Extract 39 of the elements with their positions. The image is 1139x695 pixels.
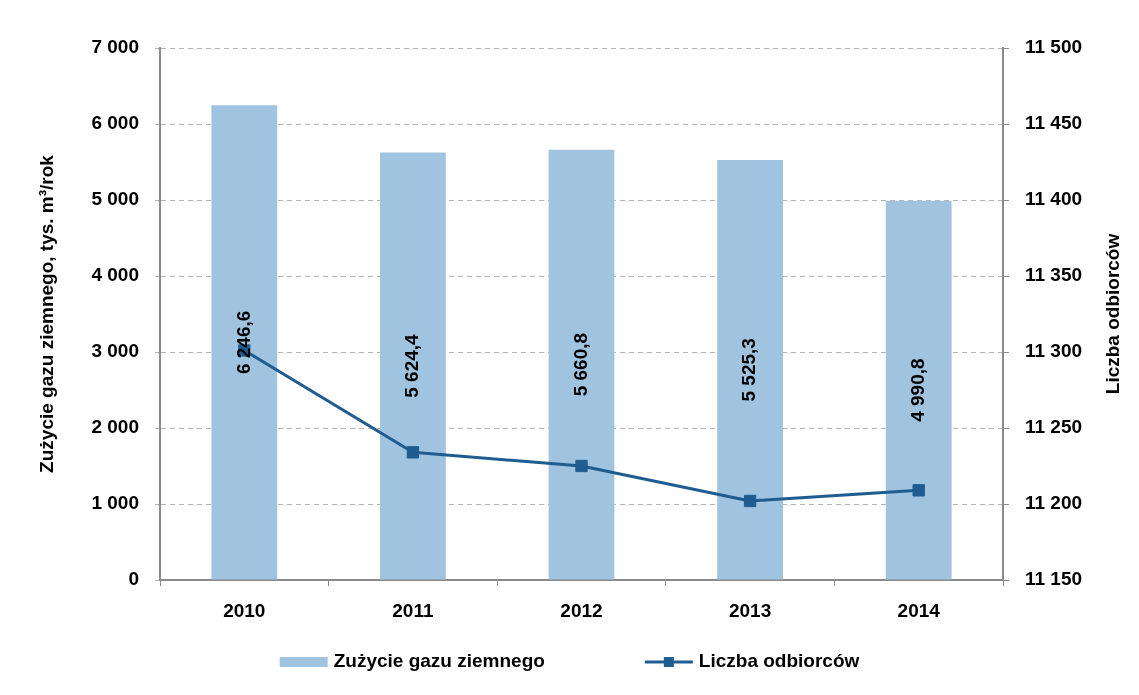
y2-tick-label: 11 450 [1025, 112, 1083, 134]
point [575, 459, 588, 473]
bar [548, 149, 615, 580]
y2-tick-label: 11 500 [1025, 36, 1083, 58]
bar [380, 152, 446, 580]
legend-label: Liczba odbiorców [698, 650, 860, 672]
y2-axis-title: Liczba odbiorców [1102, 233, 1124, 395]
y-tick-label: 2 000 [91, 416, 139, 438]
y-tick-label: 7 000 [91, 36, 139, 58]
y-tick-label: 0 [128, 568, 139, 590]
y2-tick-label: 11 400 [1025, 188, 1083, 210]
y-tick-label: 4 000 [91, 264, 139, 286]
y2-tick-label: 11 150 [1025, 568, 1083, 590]
y2-tick-label: 11 350 [1025, 264, 1083, 286]
y-tick-label: 5 000 [91, 188, 139, 210]
y-tick-label: 1 000 [91, 492, 139, 514]
data-label: 5 624,4 [401, 333, 423, 398]
point [406, 446, 420, 459]
data-label: 4 990,8 [906, 358, 928, 422]
legend-label: Zużycie gazu ziemnego [333, 650, 545, 672]
point [912, 484, 925, 497]
y-axis-title: Zużycie gazu ziemnego, tys. m³/rok [35, 154, 57, 473]
y-tick-label: 3 000 [91, 340, 139, 362]
y2-tick-label: 11 300 [1025, 340, 1083, 362]
data-label: 5 525,3 [738, 338, 760, 402]
point [743, 494, 757, 508]
y2-tick-label: 11 250 [1025, 416, 1083, 438]
data-label: 5 660,8 [569, 332, 591, 397]
x-tick-label: 2010 [223, 599, 266, 621]
y2-tick-label: 11 200 [1025, 492, 1083, 514]
x-tick-label: 2012 [560, 599, 603, 621]
bar [885, 200, 952, 580]
x-tick-label: 2011 [392, 599, 434, 621]
y-tick-label: 6 000 [91, 112, 139, 134]
x-tick-label: 2013 [728, 599, 772, 621]
bar [211, 105, 278, 580]
x-tick-label: 2014 [897, 599, 941, 621]
data-label: 6 246,6 [232, 310, 254, 375]
bar [717, 160, 783, 580]
